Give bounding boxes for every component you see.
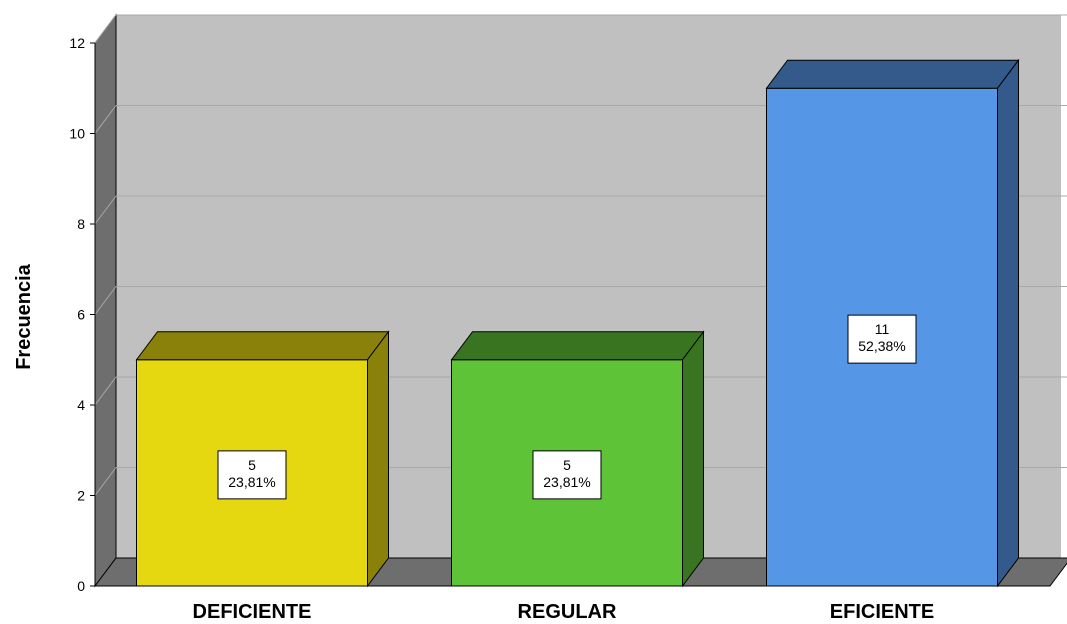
y-tick-label: 10 — [69, 126, 85, 142]
y-axis-title: Frecuencia — [13, 263, 35, 369]
x-axis-labels: DEFICIENTE REGULAR EFICIENTE — [193, 601, 935, 623]
bar-top — [450, 331, 705, 361]
grid-line-side — [94, 286, 117, 315]
grid-line-side — [94, 376, 117, 406]
grid-line-side — [94, 105, 117, 134]
grid-line-side — [94, 195, 117, 225]
y-tick-label: 6 — [77, 307, 85, 323]
data-label-box — [217, 450, 287, 500]
y-tick-label: 4 — [77, 397, 85, 413]
bar-regular: 523,81% — [450, 330, 705, 588]
y-axis-ticks: 0 2 4 6 8 10 12 — [69, 35, 96, 594]
data-label-percent: 52,38% — [858, 338, 905, 354]
bar-side — [367, 330, 389, 588]
data-label-percent: 23,81% — [543, 474, 590, 490]
x-tick-label: DEFICIENTE — [193, 601, 312, 623]
grid-line-side — [94, 14, 117, 44]
x-tick-label: REGULAR — [518, 601, 617, 623]
bar-top — [135, 331, 390, 361]
y-tick-label: 2 — [77, 488, 85, 504]
data-label-box — [847, 314, 917, 364]
y-tick-label: 8 — [77, 216, 85, 232]
x-tick-label: EFICIENTE — [830, 601, 934, 623]
data-label-value: 5 — [563, 457, 571, 473]
bar-side — [997, 58, 1019, 588]
bar-top — [765, 59, 1020, 89]
data-label-percent: 23,81% — [228, 474, 275, 490]
grid-line-side — [94, 467, 117, 496]
y-tick-label: 0 — [77, 578, 85, 594]
bar-deficiente: 523,81% — [135, 330, 390, 588]
data-label-box — [532, 450, 602, 500]
data-label-value: 11 — [875, 321, 890, 337]
bar-side — [682, 330, 704, 588]
data-label-value: 5 — [248, 457, 256, 473]
y-tick-label: 12 — [69, 35, 85, 51]
